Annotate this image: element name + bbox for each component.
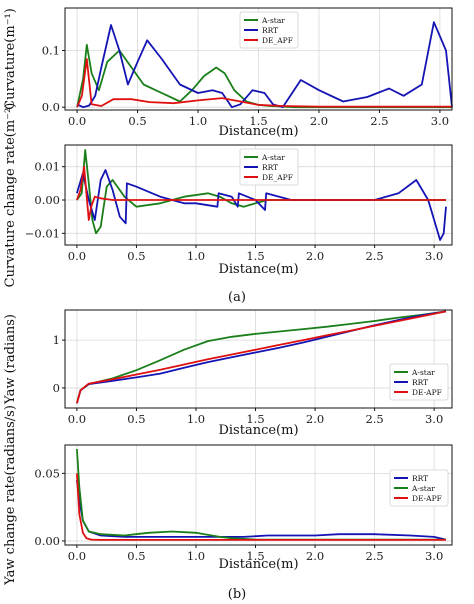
x-tick-label: 1.0 — [187, 412, 205, 426]
x-tick-label: 3.0 — [431, 114, 449, 128]
x-axis-label: Distance(m) — [218, 557, 298, 572]
series-line-a-star — [76, 43, 452, 109]
x-tick-label: 2.0 — [310, 114, 328, 128]
x-tick-label: 1.5 — [246, 412, 264, 426]
caption-b: (b) — [228, 587, 246, 602]
legend-label: DE_APF — [262, 36, 293, 45]
x-tick-label: 0.5 — [127, 249, 145, 263]
yaw-change-rate-chart: 0.0 0.5 1.0 1.5 2.0 2.5 3.0 0.00 0.05 Distance(m)… — [3, 405, 453, 586]
x-tick-label: 1.5 — [249, 114, 267, 128]
x-tick-label: 3.0 — [425, 249, 443, 263]
y-axis-label: Curvature(m⁻¹) — [3, 8, 18, 110]
y-tick-label: 0.00 — [34, 534, 60, 548]
x-axis-label: Distance(m) — [218, 124, 298, 139]
legend-label: RRT — [412, 474, 428, 483]
y-tick-label: 0.05 — [34, 466, 60, 480]
x-tick-label: 1.5 — [246, 249, 264, 263]
series-line-de-apf — [76, 310, 447, 404]
y-tick-label: 0.01 — [34, 160, 60, 174]
legend-label: DE-APF — [412, 388, 442, 397]
x-tick-label: 1.0 — [187, 249, 205, 263]
caption-a: (a) — [228, 290, 246, 305]
x-tick-label: 0.0 — [68, 114, 86, 128]
legend-label: RRT — [262, 26, 278, 35]
x-tick-label: 2.0 — [306, 249, 324, 263]
plot-frame — [64, 144, 453, 246]
x-tick-label: 1.5 — [246, 549, 264, 563]
x-tick-label: 2.0 — [306, 412, 324, 426]
legend-label: A-star — [411, 368, 435, 377]
yaw-chart: 0.0 0.5 1.0 1.5 2.0 2.5 3.0 0 1 Distance(m) Yaw (r… — [3, 309, 453, 438]
curvature-chart: 0.0 0.5 1.0 1.5 2.0 2.5 3.0 0.0 0.1 Distance(m) Cu… — [3, 7, 453, 139]
x-tick-label: 0.5 — [127, 412, 145, 426]
x-axis-label: Distance(m) — [218, 423, 298, 438]
series-line-de-apf — [76, 58, 452, 108]
x-tick-label: 2.5 — [365, 249, 383, 263]
legend-label: A-star — [411, 484, 435, 493]
x-tick-label: 2.5 — [365, 412, 383, 426]
y-tick-label: 0.00 — [34, 193, 60, 207]
y-axis-label: Yaw (radians) — [3, 314, 18, 405]
series-line-de-apf — [76, 473, 446, 541]
legend-label: RRT — [412, 378, 428, 387]
x-tick-label: 0.5 — [127, 549, 145, 563]
y-axis-label: Curvature change rate(m⁻²) — [3, 103, 18, 288]
x-tick-label: 0.5 — [128, 114, 146, 128]
legend-label: RRT — [262, 163, 278, 172]
legend-label: DE_APF — [262, 173, 293, 182]
y-axis-label: Yaw change rate(radians/s) — [3, 405, 18, 586]
x-tick-label: 2.5 — [365, 549, 383, 563]
y-tick-label: −0.01 — [25, 226, 60, 240]
x-tick-label: 2.0 — [306, 549, 324, 563]
x-tick-label: 1.0 — [187, 549, 205, 563]
y-tick-label: 0.0 — [42, 100, 60, 114]
x-tick-label: 0.0 — [68, 549, 86, 563]
legend-label: DE-APF — [412, 494, 442, 503]
legend-label: A-star — [261, 153, 285, 162]
plot-frame — [64, 309, 453, 409]
plot-frame — [64, 444, 453, 546]
y-tick-label: 1 — [53, 333, 60, 347]
x-tick-label: 0.0 — [68, 249, 86, 263]
series-line-de-apf — [76, 165, 446, 221]
y-tick-label: 0.1 — [42, 44, 60, 58]
x-tick-label: 3.0 — [425, 549, 443, 563]
x-axis-label: Distance(m) — [218, 262, 298, 277]
series-line-rrt — [76, 21, 453, 109]
series-line-rrt — [76, 169, 447, 241]
legend-label: A-star — [261, 16, 285, 25]
x-tick-label: 3.0 — [425, 412, 443, 426]
x-tick-label: 0.0 — [68, 412, 86, 426]
y-tick-label: 0 — [53, 381, 60, 395]
x-tick-label: 2.5 — [370, 114, 388, 128]
x-tick-label: 1.0 — [189, 114, 207, 128]
curvature-change-rate-chart: 0.0 0.5 1.0 1.5 2.0 2.5 3.0 −0.01 0.00 0.01 Distan… — [3, 103, 453, 288]
